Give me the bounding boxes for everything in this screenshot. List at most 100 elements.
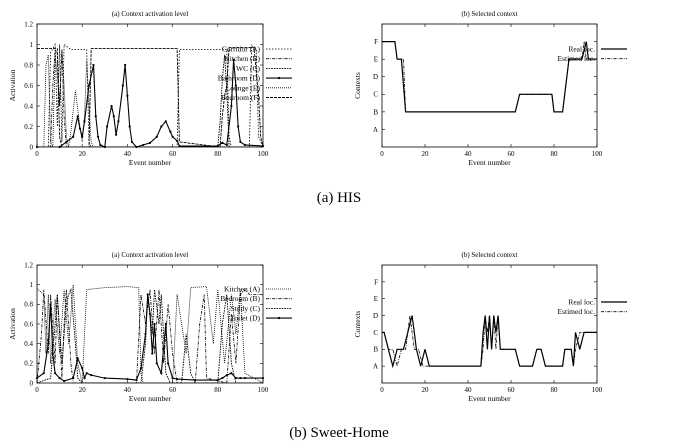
series-point <box>151 352 154 355</box>
series-point <box>76 357 79 360</box>
y-tick-label: 1.2 <box>24 20 33 28</box>
series-point <box>49 303 52 306</box>
y-tick-label: 0.2 <box>24 123 33 131</box>
y-tick-label: C <box>373 91 378 99</box>
series-point <box>176 139 179 142</box>
legend-label: WC (C) <box>236 64 260 73</box>
chart-title: (b) Selected context <box>462 10 518 18</box>
y-tick-label: 0.8 <box>24 301 33 309</box>
legend-label: Real loc. <box>568 45 595 54</box>
series-point <box>237 125 240 128</box>
series-line-3 <box>37 294 263 382</box>
series-point <box>142 143 145 147</box>
y-tick-label: B <box>373 346 378 354</box>
y-tick-label: B <box>373 108 378 116</box>
legend-label: Estimed loc. <box>558 307 596 316</box>
series-point <box>85 372 88 375</box>
series-point <box>234 376 237 380</box>
x-tick-label: 0 <box>380 386 384 394</box>
series-point <box>90 374 93 377</box>
legend-label: Kitchen (A) <box>224 285 261 294</box>
x-tick-label: 80 <box>551 150 559 158</box>
series-line-2 <box>37 287 263 383</box>
x-tick-label: 80 <box>214 150 222 158</box>
legend-label: Bedroom (B) <box>220 294 260 303</box>
series-line-1 <box>37 289 263 383</box>
y-tick-label: 0.6 <box>24 320 33 328</box>
series-point <box>178 144 181 148</box>
series-point <box>234 84 237 87</box>
x-tick-label: 60 <box>508 150 516 158</box>
series-point <box>144 332 147 335</box>
series-point <box>261 376 265 380</box>
series-point <box>87 84 91 87</box>
y-tick-label: D <box>373 312 378 320</box>
series-point <box>194 378 197 382</box>
legend-label: Estimed loc. <box>558 54 596 63</box>
series-point <box>232 58 235 61</box>
plot-frame <box>381 23 598 148</box>
series-point <box>239 376 242 380</box>
legend-label: Study (C) <box>231 304 261 313</box>
series-point <box>155 362 158 365</box>
series-point <box>76 115 79 118</box>
y-tick-label: A <box>373 126 378 134</box>
legend-label: Real loc. <box>568 298 595 307</box>
series-point <box>92 63 95 67</box>
series-point <box>103 376 106 380</box>
y-tick-label: 0 <box>30 379 34 387</box>
series-point <box>126 94 129 97</box>
y-axis-label: Contexts <box>353 72 362 99</box>
x-tick-label: 20 <box>422 150 430 158</box>
series-point <box>230 104 233 108</box>
series-point <box>135 145 138 149</box>
legend-label: Toilet (D) <box>230 314 260 323</box>
y-tick-label: 1 <box>30 281 34 289</box>
x-tick-label: 40 <box>465 386 473 394</box>
y-tick-label: 1.2 <box>24 261 33 269</box>
y-tick-label: A <box>373 363 378 371</box>
series-point <box>94 115 97 118</box>
x-axis-label: Event number <box>129 394 172 403</box>
series-line-2 <box>37 54 263 147</box>
legend-label: Kitchen (B) <box>224 54 260 63</box>
series-point <box>53 372 57 375</box>
legend-marker <box>277 76 281 80</box>
x-axis-label: Event number <box>468 394 511 403</box>
y-tick-label: D <box>373 73 378 81</box>
series-line-1 <box>37 49 263 147</box>
x-tick-label: 60 <box>169 150 177 158</box>
y-tick-label: F <box>374 278 378 286</box>
x-tick-label: 20 <box>422 386 430 394</box>
series-point <box>103 145 106 149</box>
x-tick-label: 40 <box>124 386 132 394</box>
y-tick-label: 0.4 <box>24 340 33 348</box>
caption-sweet-home: (b) Sweet-Home <box>289 425 389 441</box>
series-point <box>112 115 115 118</box>
series-point <box>117 120 120 123</box>
series-point <box>96 135 100 138</box>
chart-his-selected-context: (b) Selected context 0 20 40 60 80 100 A B C D E F Ev… <box>353 10 627 167</box>
x-tick-label: 100 <box>592 386 603 394</box>
x-axis-label: Event number <box>129 158 172 167</box>
series-point <box>130 140 134 143</box>
chart-sweethome-selected-context: (b) Selected context 0 20 40 60 80 100 A B C D E F Ev… <box>353 251 627 403</box>
x-tick-label: 0 <box>35 150 39 158</box>
series-point <box>105 125 109 128</box>
x-tick-label: 60 <box>508 386 516 394</box>
series-point <box>243 376 247 380</box>
series-point <box>148 313 152 316</box>
series-line-0 <box>382 41 597 113</box>
x-tick-label: 40 <box>124 150 132 158</box>
x-tick-label: 100 <box>258 150 269 158</box>
series-line-1 <box>382 315 597 367</box>
series-point <box>164 120 167 123</box>
y-axis-label: Activation <box>8 308 17 340</box>
series-point <box>230 372 233 375</box>
series-point <box>35 376 39 380</box>
series-point <box>148 141 152 144</box>
y-tick-label: 0.2 <box>24 360 33 368</box>
y-tick-label: E <box>374 295 378 303</box>
